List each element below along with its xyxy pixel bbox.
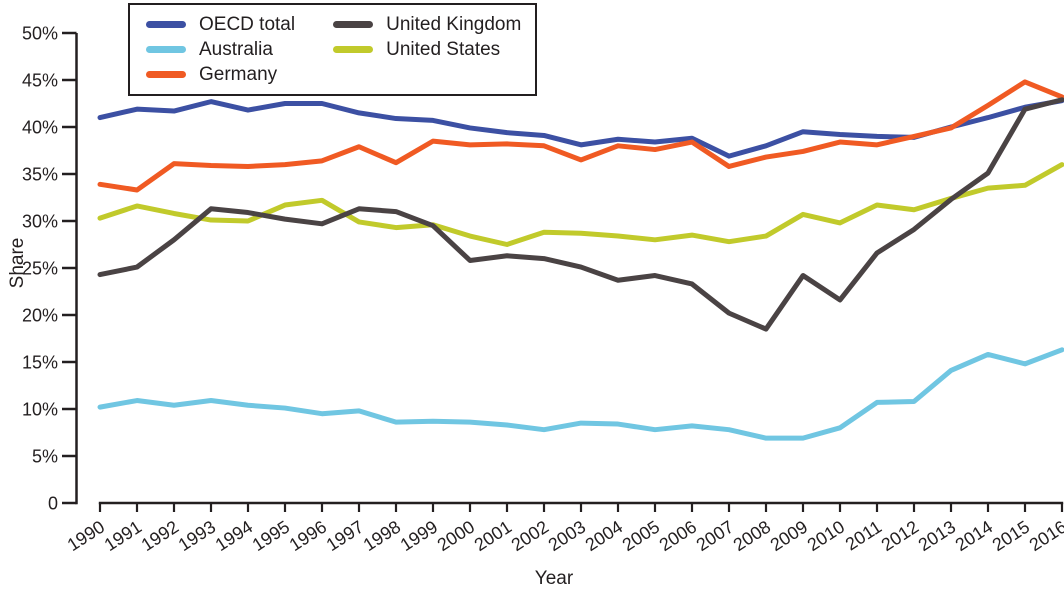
series-line-united-states: [97, 162, 1064, 247]
x-tick-label: 2001: [471, 517, 515, 556]
x-tick-label: 2008: [730, 517, 774, 556]
legend-label: Australia: [199, 39, 273, 60]
legend-item-united-kingdom: United Kingdom: [333, 14, 521, 35]
legend-label: United States: [386, 39, 501, 60]
y-tick-label: 35%: [22, 165, 58, 185]
x-tick-label: 1998: [360, 517, 404, 556]
legend-swatch-germany: [146, 71, 186, 78]
y-tick-label: 15%: [22, 353, 58, 373]
y-axis-title: Share: [7, 237, 28, 289]
y-tick-label: 25%: [22, 259, 58, 279]
series-line-germany: [97, 79, 1064, 193]
legend-swatch-australia: [146, 46, 186, 53]
legend-item-australia: Australia: [146, 39, 295, 60]
x-tick-label: 1995: [249, 517, 293, 556]
x-tick-label: 2009: [767, 517, 811, 556]
x-tick-label: 2012: [878, 517, 922, 556]
x-tick-label: 1993: [175, 517, 219, 556]
x-tick-label: 1999: [397, 517, 441, 556]
series-line-united-kingdom: [97, 97, 1064, 332]
legend-swatch-united-states: [333, 46, 374, 53]
legend-label: Germany: [199, 64, 278, 85]
legend-item-oecd-total: OECD total: [146, 14, 295, 35]
x-axis-title: Year: [534, 568, 574, 589]
x-tick-label: 2003: [545, 517, 589, 556]
legend-swatch-oecd-total: [146, 21, 186, 28]
legend-item-germany: Germany: [146, 64, 295, 85]
legend-swatch-united-kingdom: [333, 21, 374, 28]
x-tick-label: 1996: [286, 517, 330, 556]
x-tick-label: 2000: [434, 517, 478, 556]
x-tick-label: 1997: [323, 517, 367, 556]
x-tick-label: 2014: [952, 517, 996, 556]
y-tick-label: 40%: [22, 118, 58, 138]
x-tick-label: 2016: [1026, 517, 1064, 556]
x-tick-label: 2011: [842, 517, 885, 555]
x-tick-label: 1994: [212, 517, 256, 556]
y-tick-label: 0: [48, 494, 58, 514]
legend-label: OECD total: [199, 14, 296, 35]
x-tick-label: 2013: [915, 517, 959, 556]
legend-item-united-states: United States: [333, 39, 521, 60]
x-tick-label: 2006: [656, 517, 700, 556]
series-line-oecd-total: [97, 98, 1064, 159]
x-tick-label: 1991: [101, 517, 145, 556]
y-tick-label: 20%: [22, 306, 58, 326]
y-tick-label: 5%: [32, 447, 58, 467]
y-tick-label: 30%: [22, 212, 58, 232]
x-tick-label: 2015: [989, 517, 1033, 556]
x-tick-label: 2007: [693, 517, 737, 556]
y-tick-label: 45%: [22, 71, 58, 91]
x-tick-label: 1990: [64, 517, 108, 556]
y-tick-label: 10%: [22, 400, 58, 420]
x-tick-label: 2002: [508, 517, 552, 556]
legend: OECD total Australia Germany United Kingdom…: [128, 3, 538, 96]
x-tick-label: 2004: [582, 517, 626, 556]
x-tick-label: 1992: [138, 517, 182, 556]
x-tick-label: 2005: [619, 517, 663, 556]
series-line-australia: [97, 347, 1064, 441]
x-tick-label: 2010: [804, 517, 848, 556]
y-tick-label: 50%: [22, 24, 58, 44]
legend-label: United Kingdom: [386, 14, 522, 35]
